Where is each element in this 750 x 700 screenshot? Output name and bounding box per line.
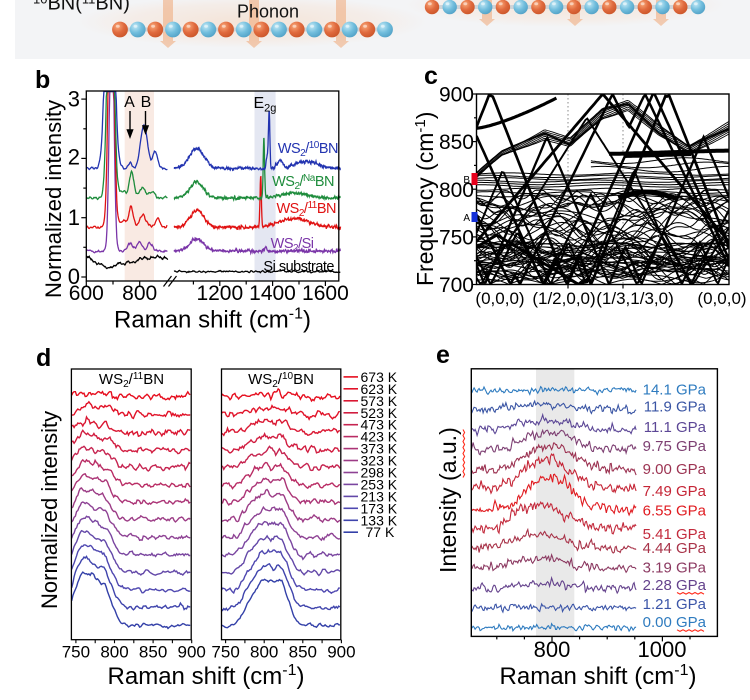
svg-text:700: 700 bbox=[439, 274, 474, 297]
svg-text:900: 900 bbox=[439, 84, 474, 107]
svg-text:1000: 1000 bbox=[638, 637, 687, 662]
svg-text:1200: 1200 bbox=[196, 282, 243, 305]
svg-text:800: 800 bbox=[122, 282, 157, 305]
svg-text:2.28 GPa: 2.28 GPa bbox=[643, 577, 707, 594]
svg-text:0.00 GPa: 0.00 GPa bbox=[643, 614, 707, 631]
svg-text:673 K: 673 K bbox=[361, 369, 398, 385]
svg-text:3.19 GPa: 3.19 GPa bbox=[643, 560, 707, 577]
svg-text:14.1 GPa: 14.1 GPa bbox=[643, 382, 707, 399]
svg-text:77 K: 77 K bbox=[366, 524, 395, 540]
svg-text:A: A bbox=[463, 213, 470, 224]
svg-text:11.9 GPa: 11.9 GPa bbox=[644, 399, 707, 416]
svg-text:Intensity (a.u.): Intensity (a.u.) bbox=[435, 427, 461, 573]
svg-text:A: A bbox=[124, 94, 135, 111]
svg-text:Raman shift (cm-1): Raman shift (cm-1) bbox=[500, 662, 697, 690]
svg-text:800: 800 bbox=[100, 643, 128, 662]
svg-text:Frequency (cm-1): Frequency (cm-1) bbox=[412, 112, 438, 286]
svg-text:750: 750 bbox=[439, 226, 474, 249]
svg-text:173 K: 173 K bbox=[361, 500, 398, 516]
svg-text:d: d bbox=[36, 344, 51, 372]
svg-text:623 K: 623 K bbox=[361, 381, 398, 397]
svg-text:WS2/10BN: WS2/10BN bbox=[248, 371, 314, 390]
svg-text:B: B bbox=[463, 175, 470, 186]
svg-text:e: e bbox=[436, 341, 450, 369]
svg-text:Raman shift (cm-1): Raman shift (cm-1) bbox=[108, 662, 305, 690]
svg-text:298 K: 298 K bbox=[361, 465, 398, 481]
svg-text:850: 850 bbox=[139, 643, 167, 662]
svg-text:1600: 1600 bbox=[302, 282, 349, 305]
svg-text:600: 600 bbox=[69, 282, 104, 305]
svg-text:5.41 GPa: 5.41 GPa bbox=[643, 526, 707, 543]
svg-text:Normalized intensity: Normalized intensity bbox=[41, 100, 66, 298]
svg-text:4.44 GPa: 4.44 GPa bbox=[643, 540, 707, 557]
svg-text:850: 850 bbox=[289, 643, 317, 662]
svg-text:213 K: 213 K bbox=[361, 488, 398, 504]
svg-text:Si substrate: Si substrate bbox=[263, 259, 334, 275]
svg-text:(0,0,0): (0,0,0) bbox=[475, 289, 524, 308]
svg-text:800: 800 bbox=[250, 643, 278, 662]
svg-text:750: 750 bbox=[211, 643, 239, 662]
svg-text:1400: 1400 bbox=[249, 282, 296, 305]
svg-text:(1/3,1/3,0): (1/3,1/3,0) bbox=[596, 289, 674, 308]
svg-text:850: 850 bbox=[439, 131, 474, 154]
svg-text:11.1 GPa: 11.1 GPa bbox=[644, 419, 707, 436]
svg-text:6.55 GPa: 6.55 GPa bbox=[643, 503, 707, 520]
svg-text:523 K: 523 K bbox=[361, 405, 398, 421]
svg-text:253 K: 253 K bbox=[361, 476, 398, 492]
svg-text:800: 800 bbox=[534, 637, 571, 662]
svg-text:573 K: 573 K bbox=[361, 393, 398, 409]
svg-text:2: 2 bbox=[68, 145, 80, 170]
svg-text:323 K: 323 K bbox=[361, 453, 398, 469]
svg-text:9.75 GPa: 9.75 GPa bbox=[643, 438, 707, 455]
svg-text:(0,0,0): (0,0,0) bbox=[697, 289, 746, 308]
svg-text:b: b bbox=[35, 66, 50, 94]
svg-text:Normalized intensity: Normalized intensity bbox=[37, 411, 62, 609]
svg-text:WS2/NaBN: WS2/NaBN bbox=[272, 173, 334, 192]
svg-text:7.49 GPa: 7.49 GPa bbox=[643, 483, 707, 500]
svg-text:423 K: 423 K bbox=[361, 429, 398, 445]
svg-text:473 K: 473 K bbox=[361, 417, 398, 433]
svg-text:1.21 GPa: 1.21 GPa bbox=[643, 596, 707, 613]
svg-text:(1/2,0,0): (1/2,0,0) bbox=[532, 289, 595, 308]
svg-text:WS2/11BN: WS2/11BN bbox=[99, 371, 164, 390]
svg-text:3: 3 bbox=[68, 87, 80, 112]
svg-text:10BN(11BN): 10BN(11BN) bbox=[33, 0, 130, 15]
svg-text:800: 800 bbox=[439, 179, 474, 202]
svg-text:900: 900 bbox=[327, 643, 355, 662]
svg-text:373 K: 373 K bbox=[361, 441, 398, 457]
svg-text:WS2/11BN: WS2/11BN bbox=[277, 200, 337, 219]
svg-text:1: 1 bbox=[68, 205, 80, 230]
svg-text:c: c bbox=[424, 62, 438, 90]
svg-text:WS2/Si: WS2/Si bbox=[271, 236, 314, 254]
svg-text:B: B bbox=[141, 94, 152, 111]
svg-text:Phonon: Phonon bbox=[237, 2, 299, 22]
svg-text:750: 750 bbox=[62, 643, 90, 662]
svg-text:9.00 GPa: 9.00 GPa bbox=[643, 461, 707, 478]
svg-text:WS2/10BN: WS2/10BN bbox=[278, 140, 338, 159]
svg-text:133 K: 133 K bbox=[361, 512, 398, 528]
svg-text:900: 900 bbox=[178, 643, 206, 662]
svg-text:0: 0 bbox=[68, 264, 80, 289]
svg-text:Raman shift (cm-1): Raman shift (cm-1) bbox=[114, 306, 311, 334]
